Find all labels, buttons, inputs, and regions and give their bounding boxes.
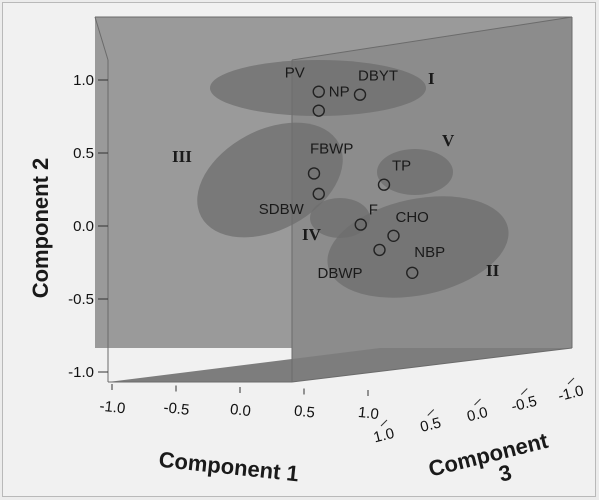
group-label-v: V <box>442 131 455 150</box>
x-tick-label: 0.5 <box>293 402 316 421</box>
cluster-ellipse-V <box>377 149 453 195</box>
point-dbyt: DBYT <box>353 68 398 101</box>
x-axis-ticks: -1.0 -0.5 0.0 0.5 1.0 <box>99 384 380 423</box>
point-dbwp: DBWP <box>318 243 386 282</box>
z-tick-label: 0.0 <box>465 404 489 426</box>
point-label: F <box>369 202 378 219</box>
point-sdbw: SDBW <box>259 187 325 218</box>
point-nbp: NBP <box>406 244 445 279</box>
group-label-ii: II <box>486 261 500 280</box>
y-axis-title: Component 2 <box>28 158 53 299</box>
point-marker <box>312 187 325 201</box>
y-axis-ticks: -1.0 -0.5 0.0 0.5 1.0 <box>68 72 108 381</box>
point-label: NP <box>329 84 350 101</box>
z-axis-ticks: 1.0 0.5 0.0 -0.5 -1.0 <box>372 377 586 447</box>
point-marker <box>307 167 321 180</box>
point-marker <box>312 85 325 98</box>
point-f: F <box>354 202 378 231</box>
y-tick-label: -0.5 <box>68 291 94 308</box>
point-label: SDBW <box>259 201 305 218</box>
z-tick-label: -1.0 <box>556 382 585 405</box>
z-axis-title-line1: Component <box>426 428 551 482</box>
x-tick-label: -0.5 <box>163 399 190 419</box>
x-tick-label: 1.0 <box>357 404 380 423</box>
point-fbwp: FBWP <box>307 140 353 180</box>
cluster-ellipse-II <box>327 196 509 298</box>
group-label-i: I <box>428 69 435 88</box>
point-cho: CHO <box>387 209 429 243</box>
cluster-ellipse-I <box>210 60 426 116</box>
y-tick-label: -1.0 <box>68 364 94 381</box>
y-tick-label: 1.0 <box>73 72 94 89</box>
data-points: PV NP DBYT FBWP SDBW TP F CHO DBWP NBP <box>259 65 445 282</box>
y-tick-label: 0.5 <box>73 145 94 162</box>
x-tick-label: 0.0 <box>229 401 252 420</box>
point-label: DBYT <box>358 68 398 85</box>
point-label: CHO <box>396 209 429 226</box>
y-tick-label: 0.0 <box>73 218 94 235</box>
cluster-ellipse-III <box>197 122 343 238</box>
floor <box>108 348 572 382</box>
z-tick-mark <box>380 419 388 427</box>
point-marker <box>312 104 325 117</box>
z-tick-label: -0.5 <box>510 393 539 416</box>
point-marker <box>354 218 367 231</box>
group-label-iii: III <box>172 147 192 166</box>
cluster-ellipses <box>197 60 509 298</box>
z-tick-label: 1.0 <box>372 425 396 447</box>
z-tick-mark <box>427 409 435 416</box>
point-label: NBP <box>414 244 445 261</box>
x-tick-label: -1.0 <box>99 398 126 418</box>
point-label: DBWP <box>318 265 363 282</box>
point-tp: TP <box>377 158 411 191</box>
group-label-iv: IV <box>302 225 322 244</box>
point-marker <box>406 266 419 279</box>
z-tick-mark <box>567 377 575 385</box>
x-axis-title: Component 1 <box>158 447 300 487</box>
point-label: TP <box>392 158 411 175</box>
point-marker <box>377 178 391 191</box>
point-marker <box>373 243 386 257</box>
z-axis-title-line2: 3 <box>496 460 514 487</box>
point-marker <box>387 229 400 243</box>
point-np: NP <box>312 84 350 117</box>
point-label: FBWP <box>310 140 353 157</box>
point-label: PV <box>285 65 305 82</box>
z-tick-mark <box>474 398 481 406</box>
z-axis-title-group: Component 3 <box>426 428 551 487</box>
point-pv: PV <box>285 65 325 98</box>
z-tick-mark <box>520 388 528 395</box>
z-tick-label: 0.5 <box>418 414 442 436</box>
point-marker <box>353 88 367 101</box>
